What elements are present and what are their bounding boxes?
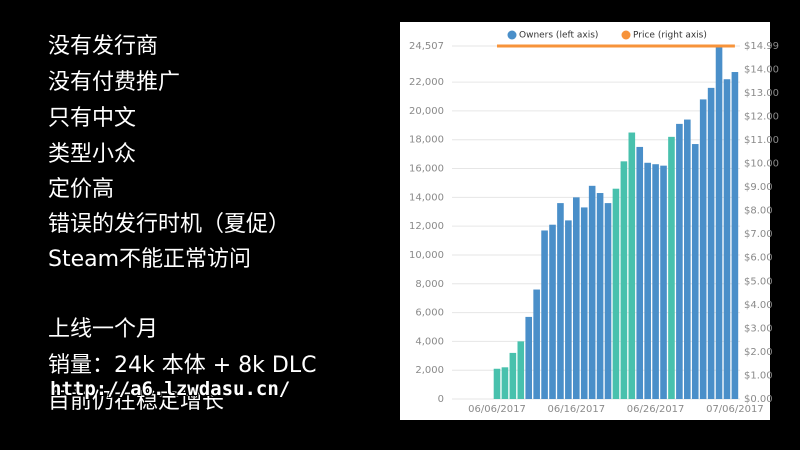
y2-tick-label: $6.00 — [744, 253, 773, 264]
y2-tick-label: $9.00 — [744, 182, 773, 193]
y2-tick-label: $10.00 — [744, 159, 779, 170]
bar — [691, 144, 699, 399]
legend-marker — [507, 30, 517, 40]
y2-tick-label: $2.00 — [744, 347, 773, 358]
bar — [676, 123, 683, 399]
legend-label: Owners (left axis) — [519, 31, 598, 41]
bar — [596, 193, 604, 399]
bar — [493, 368, 501, 399]
bar — [557, 203, 564, 399]
y2-tick-label: $3.00 — [744, 323, 773, 334]
bar — [620, 161, 628, 399]
bar — [541, 230, 548, 399]
y-tick-label: 8,000 — [415, 279, 444, 290]
slide-text: 没有发行商 — [48, 34, 159, 59]
slide-text: 错误的发行时机（夏促） — [48, 212, 291, 237]
bar — [660, 165, 667, 399]
y2-tick-label: $13.00 — [744, 88, 779, 99]
bar — [573, 197, 580, 399]
y-tick-label: 18,000 — [409, 135, 444, 146]
slide-text: 上线一个月 — [48, 317, 159, 342]
x-tick-label: 06/26/2017 — [627, 404, 685, 415]
slide-text: 目前仍在稳定增长 — [48, 389, 225, 414]
y-tick-label: 16,000 — [409, 164, 444, 175]
y-tick-label: 10,000 — [409, 250, 444, 261]
bar — [636, 146, 644, 399]
y-tick-label: 22,000 — [409, 77, 444, 88]
bar — [517, 341, 525, 399]
y2-tick-label: $8.00 — [744, 206, 773, 217]
y2-tick-label: $12.00 — [744, 111, 779, 122]
y2-tick-label: $1.00 — [744, 370, 773, 381]
slide-text: 只有中文 — [48, 106, 137, 131]
bar — [612, 188, 620, 399]
bar — [699, 99, 707, 399]
slide-text: Steam不能正常访问 — [48, 247, 252, 272]
y-tick-label: 4,000 — [415, 336, 444, 347]
bar — [565, 220, 572, 399]
bar — [652, 164, 659, 399]
bar — [684, 119, 691, 400]
y-tick-label: 0 — [438, 394, 444, 405]
legend-marker — [621, 30, 631, 40]
x-tick-label: 07/06/2017 — [706, 404, 764, 415]
bar — [644, 162, 651, 399]
x-tick-label: 06/06/2017 — [468, 404, 526, 415]
y-tick-label: 24,507 — [409, 41, 444, 52]
slide-text: 销量：24k 本体 + 8k DLC — [48, 353, 317, 378]
bar — [580, 207, 588, 399]
bar — [723, 79, 731, 400]
bar — [668, 136, 675, 400]
bar — [549, 224, 556, 399]
bar — [731, 72, 739, 400]
y2-tick-label: $14.99 — [744, 41, 779, 52]
y2-tick-label: $4.00 — [744, 300, 773, 311]
y2-tick-label: $11.00 — [744, 135, 779, 146]
bar — [715, 46, 723, 399]
slide-text: 类型小众 — [48, 142, 137, 167]
y2-tick-label: $0.00 — [744, 394, 773, 405]
y-tick-label: 14,000 — [409, 192, 444, 203]
watermark: http://a6.lzwdasu.cn/ — [49, 378, 291, 401]
y2-tick-label: $7.00 — [744, 229, 773, 240]
y2-tick-label: $14.00 — [744, 64, 779, 75]
y-tick-label: 20,000 — [409, 106, 444, 117]
y-tick-label: 2,000 — [415, 365, 444, 376]
legend-label: Price (right axis) — [633, 31, 707, 41]
y-tick-label: 12,000 — [409, 221, 444, 232]
bar — [501, 367, 509, 399]
bar — [707, 87, 715, 400]
bar — [604, 203, 612, 399]
y-tick-label: 6,000 — [415, 308, 444, 319]
bar — [588, 185, 596, 399]
bar — [628, 132, 636, 399]
slide-text: 定价高 — [48, 177, 115, 202]
bar — [525, 316, 533, 399]
bar — [533, 289, 540, 399]
slide-text: 没有付费推广 — [48, 70, 181, 95]
x-tick-label: 06/16/2017 — [547, 404, 605, 415]
y2-tick-label: $5.00 — [744, 276, 773, 287]
bar — [509, 352, 517, 399]
